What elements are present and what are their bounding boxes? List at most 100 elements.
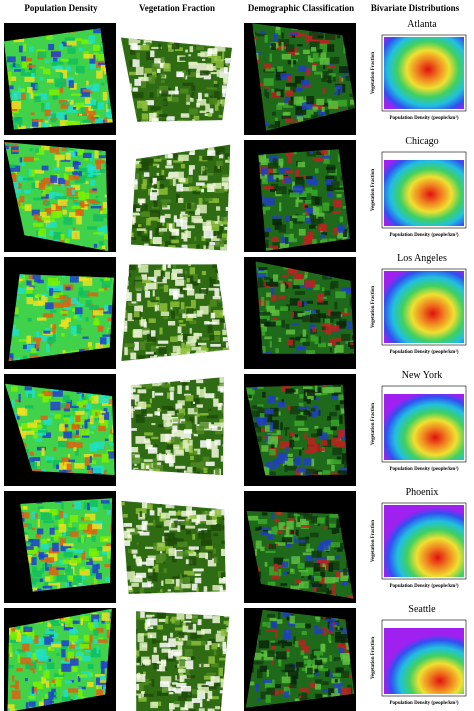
map-patch (291, 58, 294, 68)
map-patch (195, 520, 199, 526)
map-patch (149, 112, 157, 122)
map-patch (87, 292, 99, 297)
map-patch (295, 169, 300, 179)
map-patch (96, 689, 105, 696)
map-patch (281, 115, 292, 119)
map-patch (275, 510, 283, 515)
map-patch (160, 199, 172, 203)
map-patch (203, 467, 208, 474)
map-patch (311, 550, 322, 558)
map-patch (312, 663, 322, 669)
map-patch (303, 655, 308, 659)
map-patch (202, 511, 210, 515)
map-patch (159, 664, 166, 672)
map-patch (301, 79, 310, 87)
map-patch (169, 709, 173, 711)
map-patch (27, 317, 32, 322)
map-patch (205, 684, 217, 689)
map-patch (153, 270, 161, 278)
map-patch (251, 652, 262, 660)
map-patch (293, 535, 297, 543)
map-patch (80, 616, 90, 622)
map-patch (184, 576, 191, 583)
map-patch (281, 42, 284, 51)
map-patch (276, 186, 287, 195)
map-patch (176, 551, 188, 557)
map-patch (136, 611, 142, 620)
map-patch (351, 335, 355, 340)
map-patch (7, 708, 10, 711)
map-patch (316, 42, 325, 45)
map-patch (296, 415, 308, 421)
map-patch (312, 157, 324, 162)
map-patch (191, 432, 195, 435)
map-patch (220, 226, 223, 233)
map-patch (273, 33, 278, 42)
map-patch (68, 688, 79, 693)
map-patch (135, 414, 145, 423)
map-patch (64, 37, 76, 43)
map-patch (270, 512, 275, 519)
map-patch (314, 71, 326, 75)
map-patch (81, 39, 92, 45)
map-patch (23, 156, 35, 162)
map-patch (150, 106, 161, 111)
map-patch (258, 267, 268, 270)
map-patch (135, 436, 146, 444)
map-patch (192, 401, 196, 405)
map-patch (218, 667, 224, 676)
y-axis-label: Vegetation Fraction (371, 403, 376, 445)
map-patch (43, 636, 54, 645)
map-patch (126, 571, 135, 580)
map-patch (177, 326, 182, 334)
map-patch (56, 653, 60, 656)
map-patch (191, 689, 202, 695)
map-patch (165, 455, 170, 464)
map-patch (207, 690, 213, 699)
map-patch (64, 680, 72, 684)
map-patch (255, 52, 259, 60)
map-patch (316, 618, 320, 623)
map-patch (271, 656, 274, 665)
map-patch (145, 614, 155, 618)
map-patch (173, 520, 178, 528)
map-patch (103, 538, 109, 541)
map-patch (33, 197, 45, 201)
map-patch (172, 345, 181, 355)
map-patch (151, 654, 159, 663)
map-patch (274, 542, 286, 546)
map-patch (275, 397, 279, 401)
map-patch (161, 580, 164, 586)
map-content (4, 28, 113, 130)
map-patch (83, 453, 94, 458)
city-name: Atlanta (407, 19, 437, 30)
map-patch (22, 274, 26, 281)
map-patch (278, 224, 287, 233)
map-patch (63, 543, 74, 547)
map-patch (30, 468, 42, 472)
map-patch (205, 461, 215, 467)
map-patch (60, 545, 72, 552)
map-patch (34, 635, 39, 644)
map-patch (184, 429, 193, 434)
map-patch (315, 672, 320, 676)
map-patch (173, 443, 180, 449)
map-patch (282, 537, 293, 543)
map-patch (293, 636, 296, 644)
map-patch (59, 423, 65, 432)
map-patch (173, 157, 184, 163)
map-patch (331, 393, 339, 400)
map-patch (71, 504, 76, 507)
map-patch (300, 338, 307, 343)
map-patch (184, 648, 193, 657)
map-patch (137, 40, 141, 44)
map-patch (16, 295, 19, 301)
map-patch (321, 616, 332, 620)
map-patch (140, 319, 147, 327)
map-patch (269, 340, 272, 348)
map-patch (100, 675, 110, 681)
map-patch (266, 687, 275, 696)
map-patch (95, 412, 98, 417)
map-patch (285, 446, 289, 452)
map-patch (134, 531, 144, 534)
